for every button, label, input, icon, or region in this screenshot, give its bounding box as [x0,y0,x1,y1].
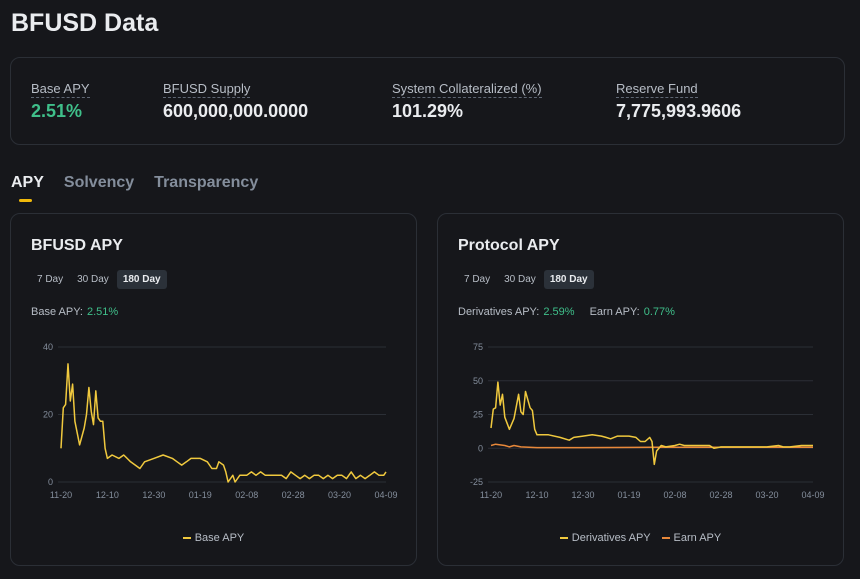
tab-apy[interactable]: APY [11,174,44,202]
y-tick-label: 20 [43,410,53,420]
x-tick-label: 02-08 [235,490,258,500]
chart-legend: Derivatives APY Earn APY [438,532,843,544]
x-tick-label: 02-28 [282,490,305,500]
stat-value: 600,000,000.0000 [163,101,309,121]
y-tick-label: 0 [478,443,483,453]
range-30-day[interactable]: 30 Day [504,274,536,285]
stat-supply: BFUSD Supply 600,000,000.0000 [163,80,308,122]
x-tick-label: 11-20 [50,490,72,500]
stat-base-apy: Base APY 2.51% [31,80,90,122]
range-180-day[interactable]: 180 Day [543,270,594,289]
protocol-apy-card: Protocol APY 7 Day 30 Day 180 Day Deriva… [437,213,844,566]
summary-value: 2.59% [543,306,575,318]
y-tick-label: 40 [43,342,53,352]
y-tick-label: 0 [48,477,53,487]
tab-bar: APY Solvency Transparency [11,174,259,202]
card-title: BFUSD APY [31,237,123,254]
stat-value: 101.29% [392,101,464,121]
stat-label[interactable]: Reserve Fund [616,81,698,98]
y-tick-label: 75 [473,342,483,352]
stats-panel: Base APY 2.51% BFUSD Supply 600,000,000.… [10,57,845,145]
range-180-day[interactable]: 180 Day [116,270,167,289]
x-tick-label: 12-30 [142,490,165,500]
chart-legend: Base APY [11,532,416,544]
stat-value: 2.51% [31,101,83,121]
x-tick-label: 12-10 [96,490,119,500]
stat-label[interactable]: System Collateralized (%) [392,81,542,98]
summary-label: Earn APY: [589,306,640,318]
range-30-day[interactable]: 30 Day [77,274,109,285]
summary-value: 0.77% [643,306,675,318]
legend-label[interactable]: Earn APY [673,532,722,544]
stat-label[interactable]: BFUSD Supply [163,81,251,98]
apy-summary: Derivatives APY: 2.59% Earn APY: 0.77% [458,306,675,318]
x-tick-label: 03-20 [328,490,351,500]
x-tick-label: 01-19 [189,490,212,500]
protocol-apy-chart: -25 0 25 50 75 11-20 12-10 12-30 01-19 02-08 02-28… [470,342,825,500]
x-tick-label: 02-08 [663,490,686,500]
x-tick-label: 02-28 [709,490,732,500]
x-tick-label: 12-10 [525,490,548,500]
range-selector: 7 Day 30 Day 180 Day [458,270,594,289]
x-tick-label: 11-20 [480,490,502,500]
x-tick-label: 12-30 [571,490,594,500]
y-tick-label: 50 [473,376,483,386]
legend-swatch [182,537,191,540]
range-7-day[interactable]: 7 Day [464,274,491,285]
summary-label: Base APY: [31,306,83,318]
x-tick-label: 04-09 [801,490,824,500]
legend-label[interactable]: Derivatives APY [571,532,651,544]
x-tick-label: 01-19 [617,490,640,500]
stat-label[interactable]: Base APY [31,81,90,98]
range-selector: 7 Day 30 Day 180 Day [31,270,167,289]
tab-transparency[interactable]: Transparency [154,174,259,191]
series-line-earn-apy [490,443,813,449]
y-tick-label: -25 [470,477,483,487]
legend-swatch [661,537,670,540]
stat-reserve-fund: Reserve Fund 7,775,993.9606 [616,80,741,122]
tab-solvency[interactable]: Solvency [63,174,135,191]
series-line-base-apy [60,363,387,483]
range-7-day[interactable]: 7 Day [37,274,64,285]
legend-swatch [559,537,568,540]
y-tick-label: 25 [473,410,483,420]
x-tick-label: 03-20 [755,490,778,500]
summary-value: 2.51% [86,306,119,318]
x-tick-label: 04-09 [374,490,397,500]
stat-value: 7,775,993.9606 [616,101,742,121]
summary-label: Derivatives APY: [458,306,540,318]
bfusd-apy-card: BFUSD APY 7 Day 30 Day 180 Day Base APY:… [10,213,417,566]
page-title: BFUSD Data [11,9,159,37]
stat-collateralized: System Collateralized (%) 101.29% [392,80,542,122]
apy-summary: Base APY: 2.51% [31,306,118,318]
legend-label[interactable]: Base APY [194,532,245,544]
bfusd-apy-chart: 0 20 40 11-20 12-10 12-30 01-19 02-08 02-28 03-20… [43,342,398,500]
series-line-derivatives-apy [490,381,813,466]
card-title: Protocol APY [458,237,560,254]
